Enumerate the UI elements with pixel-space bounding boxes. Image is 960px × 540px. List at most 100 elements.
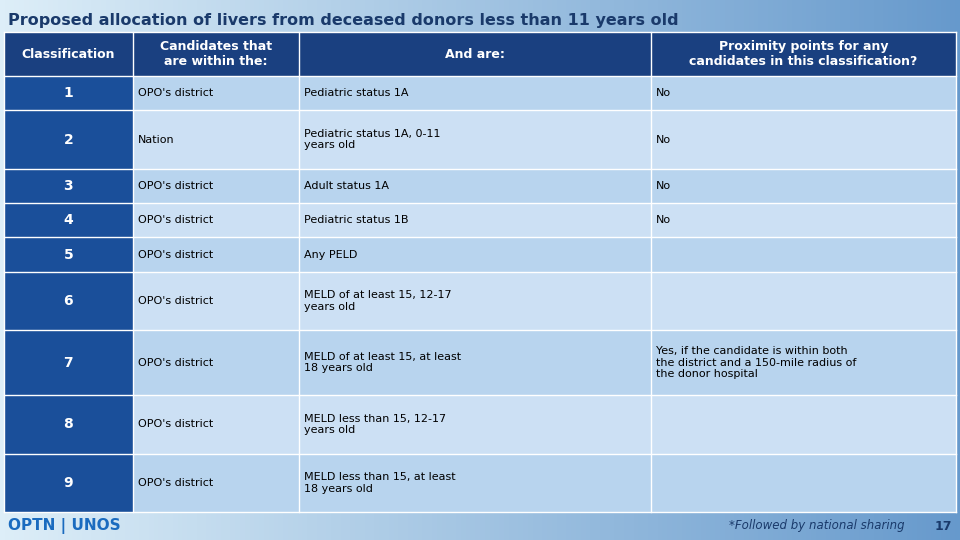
Bar [374,0,379,540]
Text: OPO's district: OPO's district [137,357,213,368]
Bar [302,0,307,540]
Bar [902,0,907,540]
Bar [0,0,5,540]
Bar [480,0,485,540]
Bar [538,0,542,540]
Bar [485,0,490,540]
Text: MELD less than 15, 12-17
years old: MELD less than 15, 12-17 years old [304,414,446,435]
Bar [787,0,792,540]
Bar [595,0,600,540]
Bar [437,0,442,540]
Bar [4,238,132,272]
Bar [778,0,782,540]
Bar [202,0,206,540]
Bar [307,0,312,540]
Bar [710,0,715,540]
Bar [715,0,720,540]
Bar [53,0,58,540]
Bar [576,0,581,540]
Bar [509,0,514,540]
Bar [24,0,29,540]
Text: Candidates that
are within the:: Candidates that are within the: [159,40,272,68]
Text: MELD of at least 15, 12-17
years old: MELD of at least 15, 12-17 years old [304,290,452,312]
Bar [158,0,163,540]
Bar [470,0,475,540]
Text: Nation: Nation [137,134,174,145]
Bar [898,0,902,540]
Bar [955,0,960,540]
Bar [288,0,293,540]
Bar [451,0,456,540]
Bar [4,454,132,512]
Bar [874,0,878,540]
Bar [14,0,19,540]
Bar [298,0,302,540]
Bar [413,0,418,540]
Bar [250,0,254,540]
Text: OPTN | UNOS: OPTN | UNOS [8,518,121,534]
Bar [648,0,653,540]
Bar [518,0,523,540]
Bar [408,0,413,540]
Bar [643,0,648,540]
Bar [725,0,730,540]
Bar [274,0,278,540]
Bar [504,0,509,540]
Bar [456,0,461,540]
Bar [197,0,202,540]
Text: And are:: And are: [445,48,505,60]
Bar [4,168,956,203]
Text: 5: 5 [63,247,73,261]
Bar [926,0,931,540]
Bar [389,0,394,540]
Bar [398,0,403,540]
Bar [912,0,917,540]
Bar [149,0,154,540]
Text: Proximity points for any
candidates in this classification?: Proximity points for any candidates in t… [689,40,918,68]
Bar [379,0,384,540]
Bar [77,0,82,540]
Bar [206,0,211,540]
Bar [806,0,811,540]
Text: 4: 4 [63,213,73,227]
Bar [749,0,754,540]
Bar [331,0,336,540]
Bar [571,0,576,540]
Text: OPO's district: OPO's district [137,296,213,306]
Bar [19,0,24,540]
Bar [72,0,77,540]
Bar [134,0,139,540]
Text: No: No [657,215,671,225]
Bar [4,110,132,168]
Bar [5,0,10,540]
Text: MELD less than 15, at least
18 years old: MELD less than 15, at least 18 years old [304,472,456,494]
Text: No: No [657,134,671,145]
Bar [931,0,936,540]
Text: OPO's district: OPO's district [137,88,213,98]
Bar [4,76,132,110]
Bar [82,0,86,540]
Bar [850,0,854,540]
Bar [739,0,744,540]
Bar [758,0,763,540]
Text: 9: 9 [63,476,73,490]
Bar [586,0,590,540]
Bar [533,0,538,540]
Bar [110,0,115,540]
Bar [590,0,595,540]
Bar [662,0,667,540]
Bar [293,0,298,540]
Text: OPO's district: OPO's district [137,181,213,191]
Bar [350,0,355,540]
Text: Pediatric status 1A: Pediatric status 1A [304,88,409,98]
Bar [384,0,389,540]
Bar [91,0,96,540]
Bar [754,0,758,540]
Bar [893,0,898,540]
Bar [667,0,672,540]
Bar [442,0,446,540]
Bar [730,0,734,540]
Bar [4,32,956,76]
Bar [240,0,245,540]
Bar [422,0,427,540]
